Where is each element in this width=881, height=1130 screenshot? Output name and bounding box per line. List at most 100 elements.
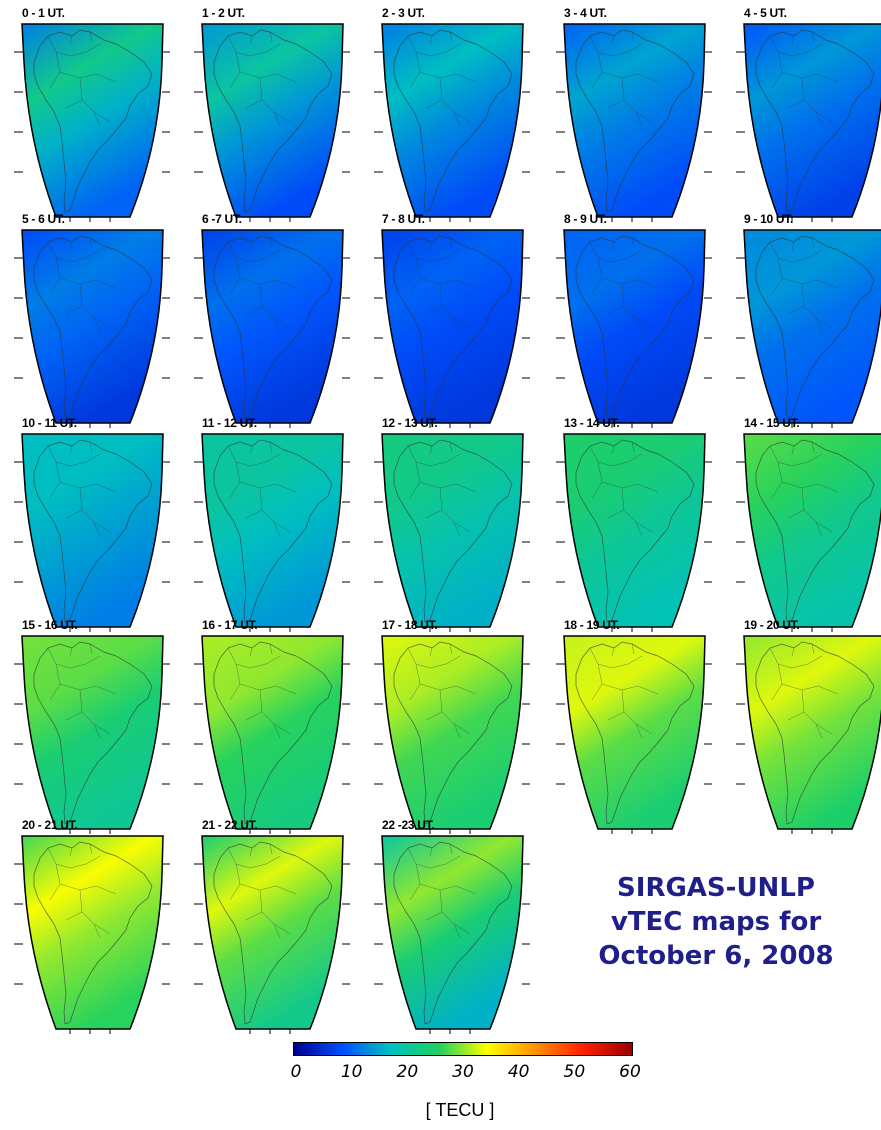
colorbar-tick-label: 40 — [507, 1062, 530, 1082]
vtec-map — [556, 635, 712, 834]
panel-time-label: 14 - 15 UT. — [744, 416, 800, 430]
country-border — [769, 445, 823, 467]
tec-field — [381, 23, 524, 218]
country-border — [269, 237, 273, 249]
country-border — [65, 305, 83, 315]
tec-field — [201, 229, 344, 424]
country-border — [449, 643, 453, 655]
country-border — [407, 647, 461, 669]
country-border — [635, 521, 653, 533]
country-border — [453, 111, 471, 123]
vtec-map-panel: 3 - 4 UT. — [556, 6, 712, 222]
tec-field — [743, 23, 881, 218]
country-border — [47, 241, 101, 263]
continent-outline — [755, 439, 875, 623]
country-border — [771, 683, 783, 701]
tec-field — [563, 635, 706, 830]
country-border — [621, 283, 643, 333]
panel-time-label: 5 - 6 UT. — [22, 212, 65, 226]
country-border — [269, 843, 273, 855]
vtec-map-panel: 2 - 3 UT. — [374, 6, 530, 222]
vtec-map — [14, 23, 170, 222]
country-border — [439, 689, 461, 739]
country-border — [589, 647, 643, 669]
country-border — [591, 71, 603, 89]
panel-time-label: 18 - 19 UT. — [564, 618, 620, 632]
country-border — [89, 643, 93, 655]
vtec-map-panel: 1 - 2 UT. — [194, 6, 350, 222]
country-border — [227, 35, 281, 57]
country-border — [591, 277, 603, 295]
continent-outline — [213, 641, 333, 825]
panel-time-label: 3 - 4 UT. — [564, 6, 607, 20]
continent-outline — [575, 439, 695, 623]
country-border — [49, 481, 61, 499]
country-border — [69, 445, 73, 455]
panel-time-label: 15 - 16 UT. — [22, 618, 78, 632]
country-border — [89, 843, 93, 855]
country-border — [607, 711, 625, 721]
country-border — [425, 99, 443, 109]
country-border — [273, 923, 291, 935]
tec-field — [21, 433, 164, 628]
title-line-2: vTEC maps for — [610, 907, 822, 937]
vtec-map — [374, 23, 530, 222]
continent-outline — [755, 235, 875, 419]
vtec-map-panel: 11 - 12 UT. — [194, 416, 350, 632]
tec-field — [21, 229, 164, 424]
country-border — [429, 847, 433, 857]
country-border — [93, 317, 111, 329]
tec-field — [743, 635, 881, 830]
country-border — [229, 71, 241, 89]
vtec-map-panel: 6 -7 UT. — [194, 212, 350, 428]
vtec-map — [14, 835, 170, 1034]
continent-outline — [393, 235, 513, 419]
panel-time-label: 9 - 10 UT. — [744, 212, 794, 226]
country-border — [407, 847, 461, 869]
vtec-map — [194, 635, 350, 834]
panel-time-label: 10 - 11 UT. — [22, 416, 77, 430]
country-border — [259, 77, 281, 127]
tec-field — [381, 433, 524, 628]
country-border — [47, 35, 101, 57]
country-border — [635, 723, 653, 735]
country-border — [273, 317, 291, 329]
country-border — [245, 305, 263, 315]
tec-field — [21, 23, 164, 218]
vtec-map — [194, 23, 350, 222]
country-border — [439, 283, 461, 333]
country-border — [269, 31, 273, 43]
vtec-map-panel: 9 - 10 UT. — [736, 212, 881, 428]
country-border — [249, 847, 253, 857]
continent-outline — [33, 841, 153, 1025]
country-border — [47, 445, 101, 467]
country-border — [47, 647, 101, 669]
country-border — [791, 35, 795, 45]
country-border — [49, 683, 61, 701]
country-border — [425, 509, 443, 519]
country-border — [89, 441, 93, 453]
country-border — [439, 487, 461, 537]
country-border — [787, 509, 805, 519]
country-border — [801, 487, 823, 537]
colorbar-unit-label: [ TECU ] — [425, 1100, 495, 1120]
country-border — [589, 241, 643, 263]
tec-field — [381, 229, 524, 424]
vtec-map — [194, 835, 350, 1034]
country-border — [811, 441, 815, 453]
colorbar-tick-label: 60 — [619, 1062, 641, 1082]
country-border — [429, 241, 433, 251]
vtec-map-panel: 22 -23 UT. — [374, 818, 530, 1034]
country-border — [409, 683, 421, 701]
tec-field — [381, 635, 524, 830]
country-border — [89, 237, 93, 249]
country-border — [425, 911, 443, 921]
panel-time-label: 13 - 14 UT. — [564, 416, 620, 430]
vtec-map — [556, 433, 712, 632]
country-border — [227, 445, 281, 467]
panel-time-label: 16 - 17 UT. — [202, 618, 258, 632]
country-border — [815, 111, 833, 123]
country-border — [771, 277, 783, 295]
country-border — [769, 647, 823, 669]
tec-field — [201, 23, 344, 218]
